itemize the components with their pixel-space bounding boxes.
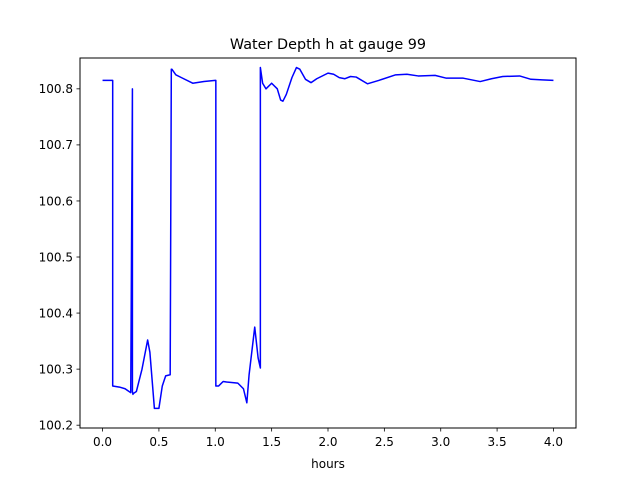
x-tick-label: 4.0 [544,435,563,449]
x-tick-label: 1.0 [206,435,225,449]
series-line-0 [102,66,554,410]
y-tick-label: 100.2 [39,418,73,432]
y-tick-label: 100.3 [39,362,73,376]
x-tick-label: 2.0 [318,435,337,449]
x-tick-label: 1.5 [262,435,281,449]
y-tick-label: 100.6 [39,194,73,208]
x-tick-label: 0.0 [93,435,112,449]
y-tick-label: 100.8 [39,82,73,96]
x-tick-label: 0.5 [149,435,168,449]
x-tick-label: 3.0 [431,435,450,449]
x-tick-label: 2.5 [375,435,394,449]
plot-frame [79,57,577,429]
y-tick-label: 100.4 [39,306,73,320]
chart-title: Water Depth h at gauge 99 [230,37,426,53]
y-tick-label: 100.7 [39,138,73,152]
x-tick-label: 3.5 [488,435,507,449]
plot-area [102,66,554,410]
y-tick-label: 100.5 [39,250,73,264]
x-axis-title: hours [311,457,345,471]
ticks-layer: 0.0 0.5 1.0 1.5 2.0 2.5 3.0 3.5 4.0 100.2 100.3 100… [39,82,563,449]
